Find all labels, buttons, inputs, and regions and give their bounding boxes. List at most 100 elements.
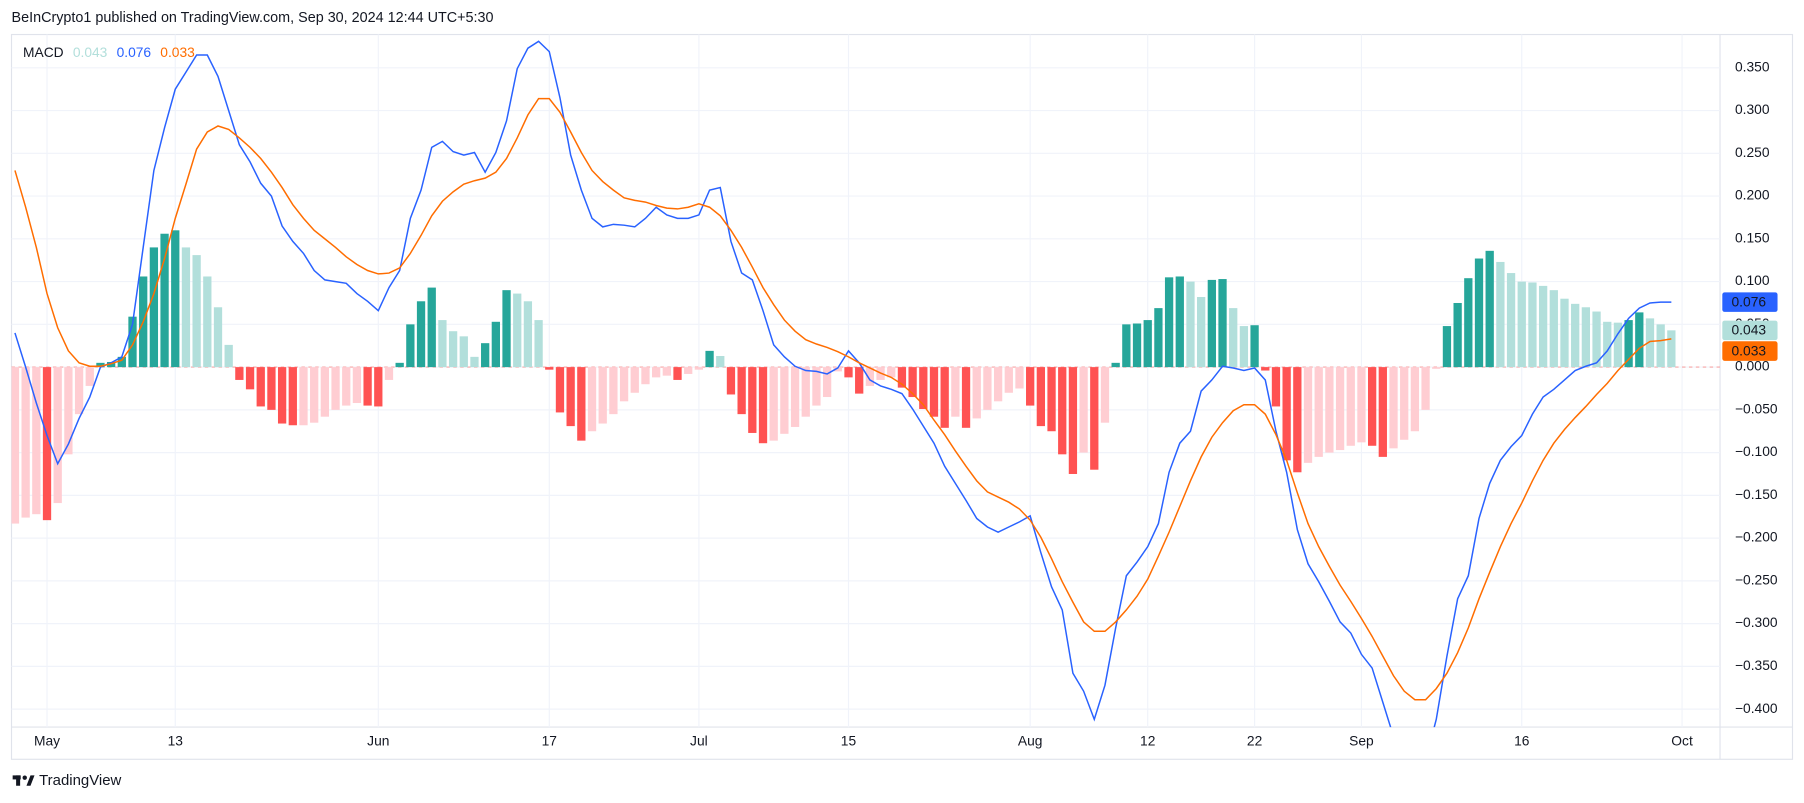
histogram-bar: [1410, 367, 1420, 432]
histogram-bar: [694, 367, 704, 370]
x-tick-label: Jun: [367, 734, 389, 749]
histogram-bar: [855, 367, 864, 394]
histogram-bar: [1004, 367, 1013, 393]
histogram-bar: [384, 367, 394, 380]
histogram-bar: [395, 362, 404, 368]
price-badge: [1722, 320, 1778, 341]
histogram-bar: [427, 287, 436, 368]
histogram-bar: [181, 247, 191, 368]
histogram-bar: [1100, 367, 1110, 423]
histogram-bar: [555, 367, 565, 413]
histogram-bar: [993, 367, 1003, 402]
histogram-bar: [363, 367, 372, 406]
histogram-bar: [716, 355, 725, 368]
x-tick-label: 17: [542, 734, 557, 749]
histogram-bar: [106, 361, 116, 368]
histogram-bar: [1218, 279, 1227, 368]
histogram-bar: [64, 367, 73, 455]
histogram-bar: [203, 276, 212, 368]
histogram-bar: [1389, 367, 1398, 449]
footer-brand: TradingView: [39, 772, 121, 789]
histogram-bar: [277, 367, 287, 424]
histogram-bar: [288, 367, 297, 426]
histogram-bar: [470, 356, 479, 368]
histogram-bar: [1239, 326, 1249, 368]
header-text: BeInCrypto1 published on TradingView.com…: [12, 10, 494, 26]
histogram-bar: [85, 367, 94, 386]
histogram-bar: [748, 367, 757, 433]
y-tick-label: 0.150: [1735, 231, 1770, 246]
histogram-bar: [1635, 312, 1644, 368]
x-tick-label: 16: [1514, 734, 1530, 749]
histogram-bar: [1036, 367, 1045, 427]
y-tick-label: −0.200: [1735, 530, 1778, 545]
histogram-bar: [299, 367, 308, 426]
histogram-bar: [844, 367, 853, 378]
histogram-bar: [919, 367, 928, 410]
histogram-bar: [1592, 311, 1601, 368]
histogram-bar: [374, 367, 383, 407]
histogram-bar: [213, 307, 223, 368]
histogram-bar: [1603, 321, 1612, 368]
histogram-bar: [1015, 367, 1024, 389]
histogram-bar: [42, 367, 52, 521]
x-tick-label: 15: [841, 734, 857, 749]
histogram-bar: [684, 367, 693, 374]
histogram-bar: [513, 293, 522, 368]
histogram-bar: [53, 367, 62, 504]
histogram-bar: [1186, 281, 1195, 368]
histogram-bar: [726, 367, 736, 395]
x-tick-label: Jul: [690, 734, 708, 749]
histogram-bar: [1047, 367, 1056, 432]
footer-logo: [12, 775, 35, 786]
histogram-bar: [609, 367, 618, 415]
histogram-bar: [320, 367, 330, 417]
histogram-bar: [630, 367, 639, 393]
y-tick-label: 0.350: [1735, 59, 1770, 74]
histogram-bar: [1090, 367, 1099, 470]
histogram-bar: [128, 316, 137, 368]
histogram-bar: [1132, 323, 1142, 368]
histogram-bar: [1538, 285, 1548, 368]
y-tick-label: 0.250: [1735, 145, 1770, 160]
histogram-bar: [1560, 298, 1569, 368]
y-tick-label: 0.300: [1735, 102, 1770, 117]
histogram-bar: [887, 367, 896, 378]
histogram-bar: [812, 367, 821, 406]
histogram-bar: [523, 301, 533, 368]
histogram-bar: [1346, 367, 1355, 446]
x-tick-label: May: [34, 734, 60, 749]
line: [14, 40, 1672, 728]
histogram-bar: [1367, 367, 1377, 446]
histogram-bar: [117, 356, 126, 368]
histogram-bar: [897, 367, 907, 388]
histogram-bar: [1624, 320, 1633, 368]
histogram-bar: [1143, 320, 1152, 368]
histogram-bar: [224, 344, 233, 368]
y-tick-label: −0.100: [1735, 444, 1778, 459]
histogram-bar: [1667, 330, 1676, 368]
histogram-bar: [1549, 290, 1558, 368]
histogram-bar: [1656, 324, 1665, 368]
histogram-bar: [74, 367, 84, 415]
x-tick-label: 13: [168, 734, 184, 749]
histogram-bar: [1122, 324, 1131, 368]
histogram-bar: [929, 367, 939, 417]
histogram-bar: [1111, 362, 1120, 368]
histogram-bar: [32, 367, 41, 515]
histogram-bar: [1453, 302, 1462, 368]
histogram-bar: [160, 233, 169, 368]
x-tick-label: Aug: [1018, 734, 1043, 749]
histogram-bar: [1571, 303, 1580, 368]
legend-value: 0.076: [117, 45, 152, 60]
histogram-bar: [406, 324, 415, 368]
x-tick-label: 12: [1140, 734, 1155, 749]
legend-value: 0.033: [160, 45, 195, 60]
y-tick-label: −0.150: [1735, 487, 1778, 502]
histogram-bar: [865, 367, 875, 386]
y-tick-label: 0.100: [1735, 273, 1770, 288]
histogram-bar: [1314, 367, 1323, 457]
histogram-bar: [459, 336, 468, 368]
histogram-bar: [448, 331, 458, 368]
